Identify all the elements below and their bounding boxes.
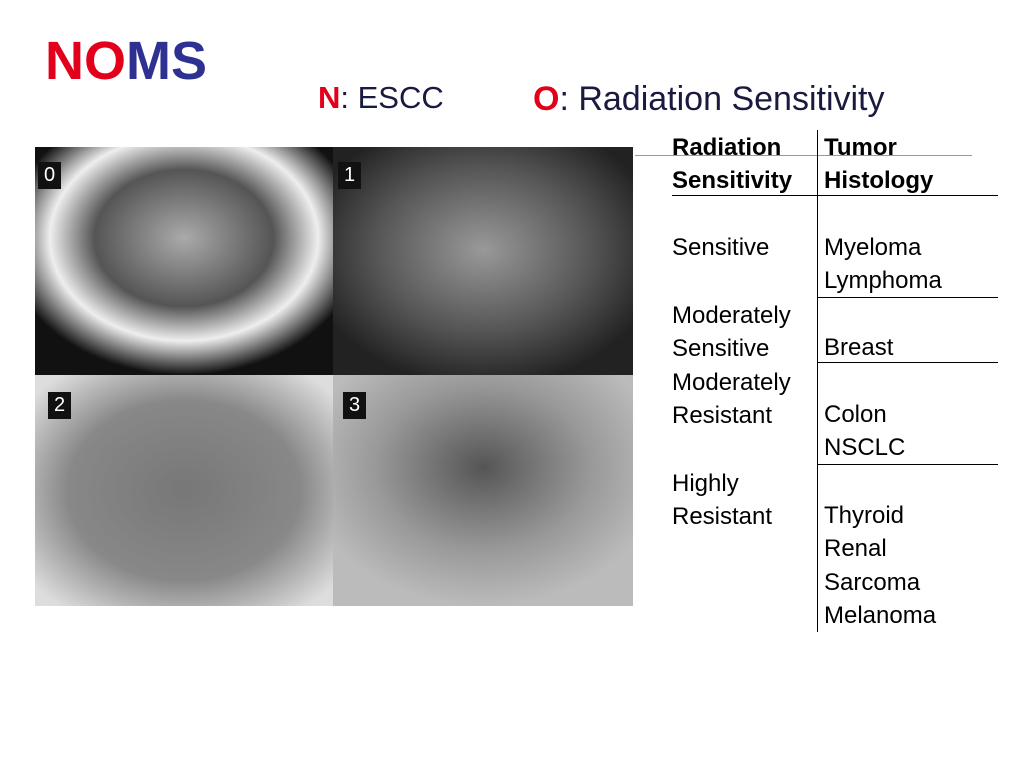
image-label: 1 bbox=[338, 162, 362, 189]
image-label: 0 bbox=[38, 162, 62, 189]
mri-image bbox=[35, 147, 333, 375]
table-cell: Moderately bbox=[672, 369, 791, 396]
rule bbox=[635, 155, 972, 156]
table-header: Sensitivity bbox=[672, 167, 793, 195]
column-divider bbox=[817, 130, 818, 632]
mri-image bbox=[35, 375, 333, 606]
table-cell: Moderately bbox=[672, 302, 791, 329]
image-label: 2 bbox=[48, 392, 72, 419]
row-rule bbox=[817, 362, 998, 363]
n-text: : ESCC bbox=[340, 80, 444, 115]
o-key: O bbox=[533, 80, 560, 118]
row-rule bbox=[817, 464, 998, 465]
mri-panels bbox=[35, 147, 633, 606]
o-text: : Radiation Sensitivity bbox=[559, 80, 885, 118]
table-header: Histology bbox=[824, 167, 934, 195]
table-header: Radiation bbox=[672, 134, 782, 161]
table-cell: Sensitive bbox=[672, 234, 770, 261]
title-red: NO bbox=[45, 31, 126, 91]
table-cell: Lymphoma bbox=[824, 267, 942, 295]
mri-image bbox=[333, 375, 633, 606]
table-cell: Sensitive bbox=[672, 335, 770, 363]
image-label: 3 bbox=[343, 392, 367, 419]
n-item: N: ESCC bbox=[318, 82, 444, 113]
table-cell: Colon bbox=[824, 401, 887, 428]
title-blue: MS bbox=[126, 31, 207, 91]
table-header: Tumor bbox=[824, 134, 897, 161]
table-cell: Resistant bbox=[672, 503, 773, 531]
row-rule bbox=[817, 297, 998, 298]
table-cell: Renal bbox=[824, 535, 887, 563]
table-cell: Resistant bbox=[672, 402, 773, 430]
mri-image bbox=[333, 147, 633, 375]
table-cell: Sarcoma bbox=[824, 568, 921, 596]
table-cell: Highly bbox=[672, 470, 739, 497]
title: NOMS bbox=[45, 34, 207, 88]
table-cell: NSCLC bbox=[824, 434, 906, 462]
o-item: O: Radiation Sensitivity bbox=[533, 82, 885, 116]
table-cell: Breast bbox=[824, 334, 894, 361]
n-key: N bbox=[318, 80, 341, 115]
table-cell: Thyroid bbox=[824, 502, 905, 529]
table-cell: Melanoma bbox=[824, 601, 937, 629]
header-rule bbox=[672, 195, 998, 196]
table-cell: Myeloma bbox=[824, 234, 922, 261]
